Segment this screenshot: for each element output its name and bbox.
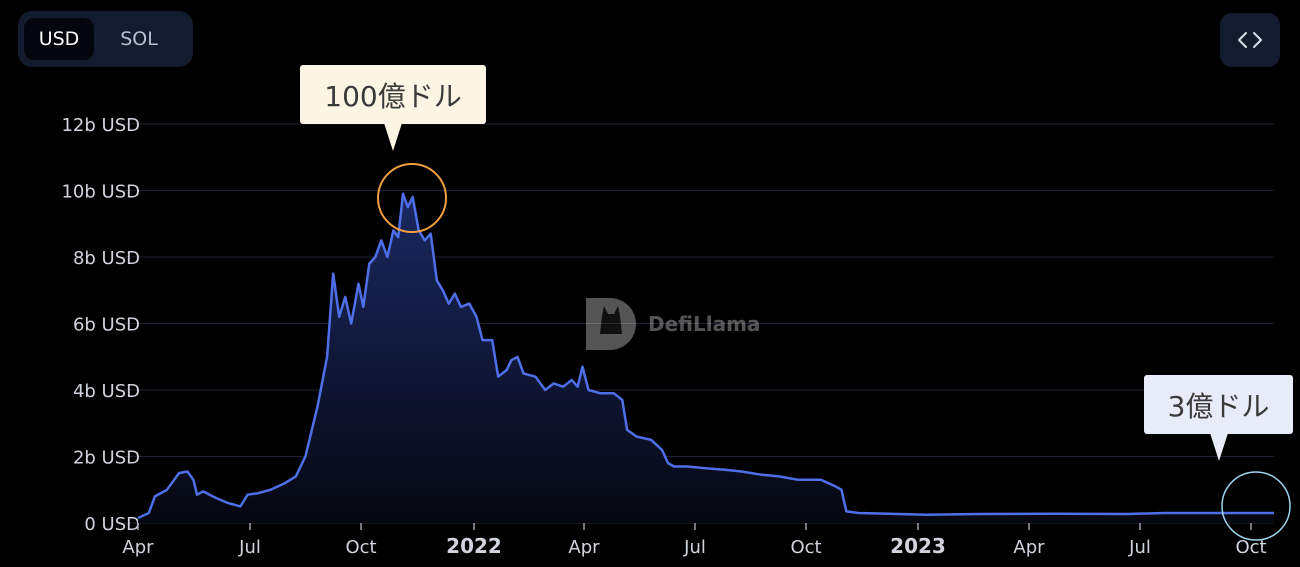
peak-callout: 100億ドル xyxy=(300,65,486,151)
x-tick-label: Apr xyxy=(1013,537,1045,558)
current-callout: 3億ドル xyxy=(1144,375,1293,461)
x-tick-label: Jul xyxy=(1128,537,1151,558)
x-tick-label: 2023 xyxy=(890,534,946,558)
current-callout-text: 3億ドル xyxy=(1167,389,1270,423)
toggle-sol-button[interactable]: SOL xyxy=(120,28,158,50)
y-tick-label: 8b USD xyxy=(73,248,140,269)
x-tick-label: 2022 xyxy=(446,534,502,558)
y-tick-label: 2b USD xyxy=(73,448,140,469)
series-area xyxy=(138,193,1274,524)
x-tick-label: Jul xyxy=(238,537,261,558)
current-highlight-circle xyxy=(1221,471,1291,541)
toggle-usd-button[interactable]: USD xyxy=(24,18,94,60)
embed-code-button[interactable] xyxy=(1220,13,1280,67)
x-tick-label: Apr xyxy=(568,537,600,558)
code-icon xyxy=(1238,32,1262,48)
llama-logo-icon xyxy=(586,298,636,350)
series-line xyxy=(137,192,1274,520)
x-tick-label: Oct xyxy=(790,537,821,558)
currency-toggle: USD SOL xyxy=(18,11,193,67)
x-tick-label: Jul xyxy=(683,537,706,558)
y-tick-label: 0 USD xyxy=(84,514,140,535)
x-tick-label: Apr xyxy=(122,537,154,558)
y-tick-label: 12b USD xyxy=(61,115,140,136)
peak-highlight-circle xyxy=(377,163,447,233)
peak-callout-text: 100億ドル xyxy=(324,79,462,113)
x-tick-label: Oct xyxy=(1235,537,1266,558)
x-tick-label: Oct xyxy=(345,537,376,558)
watermark: DefiLlama xyxy=(584,294,760,354)
y-tick-label: 6b USD xyxy=(73,315,140,336)
watermark-text: DefiLlama xyxy=(648,312,761,336)
y-tick-label: 10b USD xyxy=(61,182,140,203)
y-tick-label: 4b USD xyxy=(73,381,140,402)
